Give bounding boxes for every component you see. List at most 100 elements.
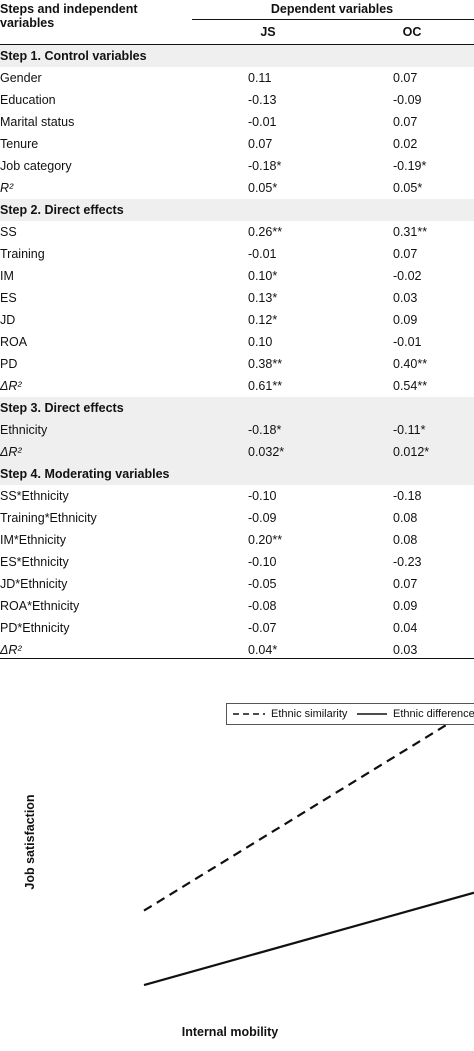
y-axis-label: Job satisfaction [23, 794, 37, 890]
table-row: ΔR² 0.04* 0.03 [0, 639, 474, 661]
variable-label: Marital status [0, 115, 75, 129]
variable-label: Job category [0, 159, 72, 173]
cell-oc: 0.09 [393, 313, 418, 327]
table-row: Education -0.13 -0.09 [0, 89, 474, 111]
x-axis-label: Internal mobility [181, 1025, 279, 1039]
table-bottom-rule [0, 658, 474, 659]
steps-column-header: Steps and independent variables [0, 2, 138, 30]
variable-label: ROA*Ethnicity [0, 599, 80, 613]
cell-oc: 0.08 [393, 511, 418, 525]
table-row: Tenure 0.07 0.02 [0, 133, 474, 155]
table-row: ROA*Ethnicity -0.08 0.09 [0, 595, 474, 617]
step-header-row: Step 2. Direct effects [0, 199, 474, 221]
variable-label: IM [0, 269, 14, 283]
cell-js: -0.18* [248, 423, 282, 437]
cell-js: -0.10 [248, 489, 277, 503]
cell-js: 0.032* [248, 445, 285, 459]
variable-label: ROA [0, 335, 28, 349]
table-row: ES 0.13* 0.03 [0, 287, 474, 309]
variable-label: PD*Ethnicity [0, 621, 70, 635]
table-row: Job category -0.18* -0.19* [0, 155, 474, 177]
legend-label-ethnic-similarity: Ethnic similarity [271, 708, 348, 720]
cell-oc: 0.05* [393, 181, 423, 195]
step-header-row: Step 4. Moderating variables [0, 463, 474, 485]
table-row: ΔR² 0.032* 0.012* [0, 441, 474, 463]
cell-js: -0.10 [248, 555, 277, 569]
table-row: JD*Ethnicity -0.05 0.07 [0, 573, 474, 595]
cell-js: 0.38** [248, 357, 283, 371]
cell-oc: 0.31** [393, 225, 428, 239]
cell-js: 0.12* [248, 313, 278, 327]
step-label: Step 2. Direct effects [0, 203, 124, 217]
cell-oc: 0.07 [393, 577, 418, 591]
table-row: JD 0.12* 0.09 [0, 309, 474, 331]
cell-js: -0.08 [248, 599, 277, 613]
cell-js: 0.26** [248, 225, 283, 239]
table-row: SS*Ethnicity -0.10 -0.18 [0, 485, 474, 507]
series-line-ethnic-similarity [143, 707, 474, 912]
cell-oc: 0.40** [393, 357, 428, 371]
cell-oc: 0.07 [393, 247, 418, 261]
chart-legend: Ethnic similarity Ethnic difference [226, 703, 474, 725]
cell-oc: -0.18 [393, 489, 422, 503]
cell-js: 0.61** [248, 379, 283, 393]
table-row: Marital status -0.01 0.07 [0, 111, 474, 133]
cell-js: 0.05* [248, 181, 278, 195]
cell-js: 0.07 [248, 137, 273, 151]
cell-oc: 0.02 [393, 137, 418, 151]
cell-oc: 0.54** [393, 379, 428, 393]
variable-label: PD [0, 357, 18, 371]
cell-js: 0.13* [248, 291, 278, 305]
cell-oc: -0.09 [393, 93, 422, 107]
header-rule [0, 44, 474, 45]
plot-canvas [143, 707, 474, 987]
step-header-row: Step 3. Direct effects [0, 397, 474, 419]
variable-label: ES [0, 291, 17, 305]
table-row: IM*Ethnicity 0.20** 0.08 [0, 529, 474, 551]
variable-label: Tenure [0, 137, 39, 151]
cell-oc: -0.02 [393, 269, 422, 283]
cell-js: -0.01 [248, 115, 277, 129]
variable-label: Gender [0, 71, 42, 85]
cell-js: -0.05 [248, 577, 277, 591]
variable-label: ΔR² [0, 445, 22, 459]
cell-oc: -0.23 [393, 555, 422, 569]
variable-label: ES*Ethnicity [0, 555, 69, 569]
series-line-ethnic-difference [143, 891, 474, 987]
cell-js: -0.18* [248, 159, 282, 173]
table-row: IM 0.10* -0.02 [0, 265, 474, 287]
step-label: Step 4. Moderating variables [0, 467, 170, 481]
cell-oc: -0.11* [393, 423, 426, 437]
variable-label: SS*Ethnicity [0, 489, 69, 503]
table-row: PD 0.38** 0.40** [0, 353, 474, 375]
table-row: R² 0.05* 0.05* [0, 177, 474, 199]
legend-label-ethnic-difference: Ethnic difference [393, 708, 474, 720]
cell-oc: 0.09 [393, 599, 418, 613]
interaction-plot: Ethnic similarity Ethnic difference Job … [0, 690, 474, 1051]
cell-js: 0.11 [248, 71, 272, 85]
dependent-variables-header: Dependent variables [270, 2, 394, 16]
variable-label: IM*Ethnicity [0, 533, 66, 547]
variable-label: JD*Ethnicity [0, 577, 68, 591]
variable-label: Ethnicity [0, 423, 48, 437]
variable-label: ΔR² [0, 643, 22, 657]
cell-oc: -0.01 [393, 335, 422, 349]
table-header: Steps and independent variables Dependen… [0, 0, 474, 46]
dependent-header-rule [192, 19, 474, 20]
cell-oc: -0.19* [393, 159, 427, 173]
cell-js: -0.09 [248, 511, 277, 525]
variable-label: SS [0, 225, 17, 239]
step-label: Step 3. Direct effects [0, 401, 124, 415]
table-row: Gender 0.11 0.07 [0, 67, 474, 89]
column-header-oc: OC [402, 25, 422, 39]
cell-js: 0.10* [248, 269, 278, 283]
cell-js: 0.10 [248, 335, 273, 349]
step-header-row: Step 1. Control variables [0, 45, 474, 67]
table-row: Ethnicity -0.18* -0.11* [0, 419, 474, 441]
table-row: PD*Ethnicity -0.07 0.04 [0, 617, 474, 639]
table-row: SS 0.26** 0.31** [0, 221, 474, 243]
table-row: ROA 0.10 -0.01 [0, 331, 474, 353]
variable-label: Training*Ethnicity [0, 511, 97, 525]
variable-label: Training [0, 247, 45, 261]
cell-js: 0.04* [248, 643, 278, 657]
